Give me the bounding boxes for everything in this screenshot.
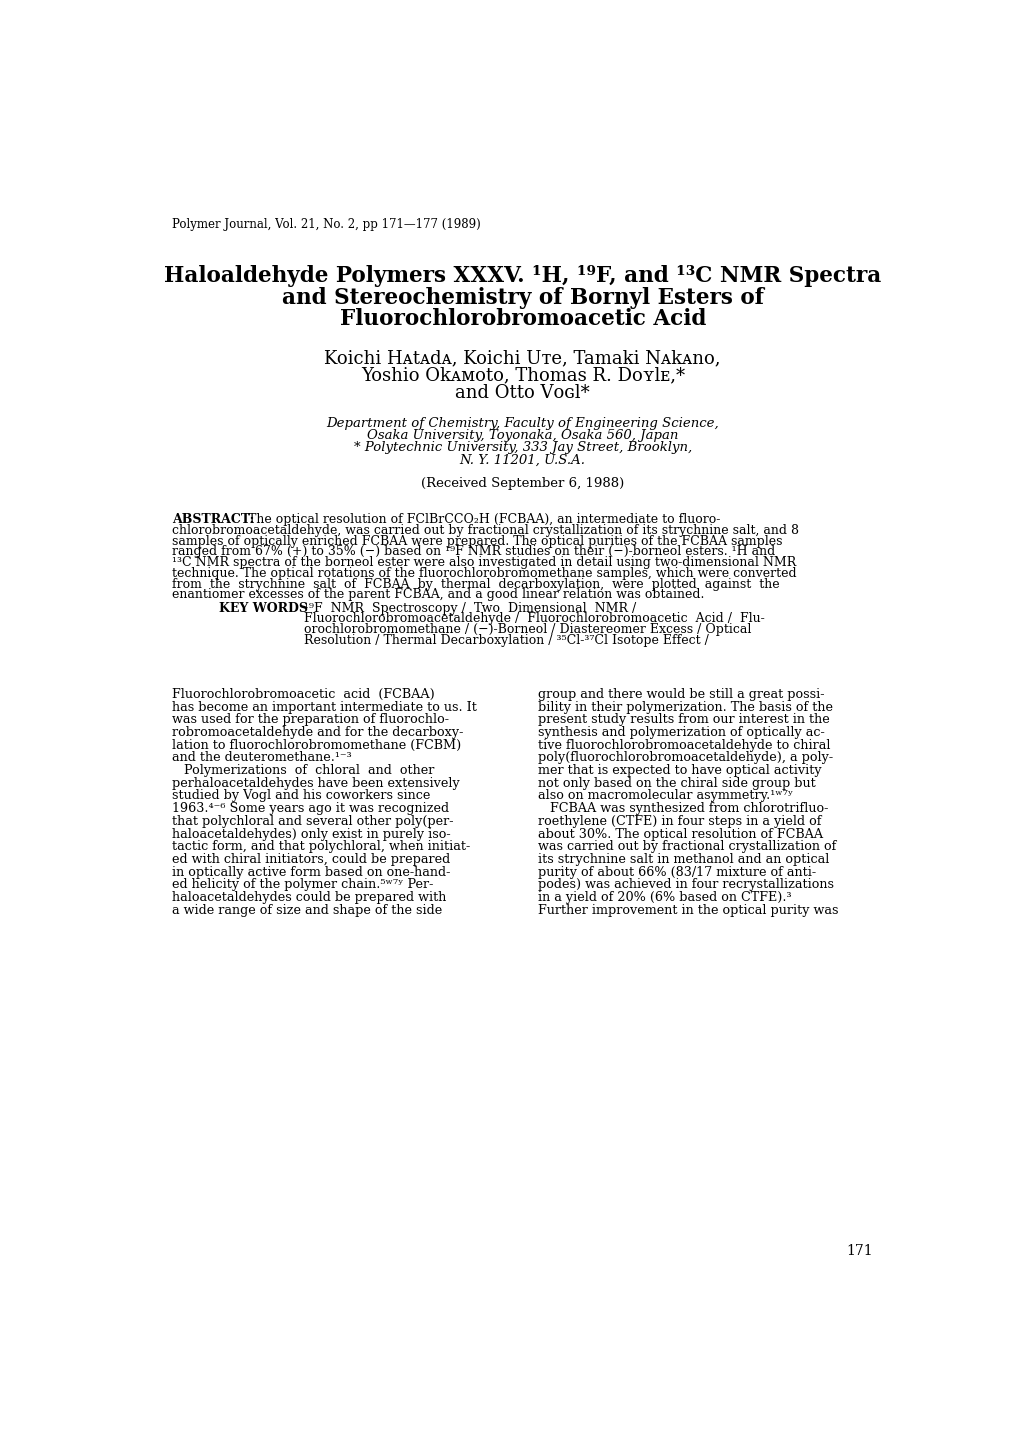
Text: technique. The optical rotations of the fluorochlorobromomethane samples, which : technique. The optical rotations of the … xyxy=(172,567,796,580)
Text: samples of optically enriched FCBAA were prepared. The optical purities of the F: samples of optically enriched FCBAA were… xyxy=(172,535,783,548)
Text: ranged from 67% (+) to 35% (−) based on ¹⁹F NMR studies on their (−)-borneol est: ranged from 67% (+) to 35% (−) based on … xyxy=(172,545,774,558)
Text: KEY WORDS: KEY WORDS xyxy=(219,602,308,614)
Text: a wide range of size and shape of the side: a wide range of size and shape of the si… xyxy=(172,904,442,917)
Text: was used for the preparation of fluorochlo-: was used for the preparation of fluoroch… xyxy=(172,714,449,727)
Text: in a yield of 20% (6% based on CTFE).³: in a yield of 20% (6% based on CTFE).³ xyxy=(538,891,791,904)
Text: tive fluorochlorobromoacetaldehyde to chiral: tive fluorochlorobromoacetaldehyde to ch… xyxy=(538,738,829,751)
Text: ¹⁹F  NMR  Spectroscopy /  Two  Dimensional  NMR /: ¹⁹F NMR Spectroscopy / Two Dimensional N… xyxy=(304,602,636,614)
Text: roethylene (CTFE) in four steps in a yield of: roethylene (CTFE) in four steps in a yie… xyxy=(538,814,821,827)
Text: robromoacetaldehyde and for the decarboxy-: robromoacetaldehyde and for the decarbox… xyxy=(172,725,464,740)
Text: ABSTRACT:: ABSTRACT: xyxy=(172,514,255,527)
Text: synthesis and polymerization of optically ac-: synthesis and polymerization of opticall… xyxy=(538,725,824,740)
Text: Fluorochlorobromoacetic Acid: Fluorochlorobromoacetic Acid xyxy=(339,308,705,330)
Text: Polymerizations  of  chloral  and  other: Polymerizations of chloral and other xyxy=(172,764,434,777)
Text: perhaloacetaldehydes have been extensively: perhaloacetaldehydes have been extensive… xyxy=(172,777,460,790)
Text: about 30%. The optical resolution of FCBAA: about 30%. The optical resolution of FCB… xyxy=(538,827,822,840)
Text: that polychloral and several other poly(per-: that polychloral and several other poly(… xyxy=(172,814,453,827)
Text: purity of about 66% (83/17 mixture of anti-: purity of about 66% (83/17 mixture of an… xyxy=(538,866,815,879)
Text: from  the  strychnine  salt  of  FCBAA  by  thermal  decarboxylation,  were  plo: from the strychnine salt of FCBAA by the… xyxy=(172,577,780,591)
Text: FCBAA was synthesized from chlorotrifluo-: FCBAA was synthesized from chlorotrifluo… xyxy=(538,802,827,814)
Text: N. Y. 11201, U.S.A.: N. Y. 11201, U.S.A. xyxy=(460,453,585,466)
Text: haloacetaldehydes) only exist in purely iso-: haloacetaldehydes) only exist in purely … xyxy=(172,827,450,840)
Text: Resolution / Thermal Decarboxylation / ³⁵Cl-³⁷Cl Isotope Effect /: Resolution / Thermal Decarboxylation / ³… xyxy=(304,635,708,648)
Text: present study results from our interest in the: present study results from our interest … xyxy=(538,714,829,727)
Text: ¹³C NMR spectra of the borneol ester were also investigated in detail using two-: ¹³C NMR spectra of the borneol ester wer… xyxy=(172,555,796,570)
Text: Further improvement in the optical purity was: Further improvement in the optical purit… xyxy=(538,904,838,917)
Text: and Stereochemistry of Bornyl Esters of: and Stereochemistry of Bornyl Esters of xyxy=(281,286,763,308)
Text: 1963.⁴⁻⁶ Some years ago it was recognized: 1963.⁴⁻⁶ Some years ago it was recognize… xyxy=(172,802,449,814)
Text: not only based on the chiral side group but: not only based on the chiral side group … xyxy=(538,777,815,790)
Text: orochlorobromomethane / (−)-Borneol / Diastereomer Excess / Optical: orochlorobromomethane / (−)-Borneol / Di… xyxy=(304,623,751,636)
Text: Osaka University, Toyonaka, Osaka 560, Japan: Osaka University, Toyonaka, Osaka 560, J… xyxy=(367,429,678,442)
Text: Haloaldehyde Polymers XXXV. ¹H, ¹⁹F, and ¹³C NMR Spectra: Haloaldehyde Polymers XXXV. ¹H, ¹⁹F, and… xyxy=(164,265,880,286)
Text: Koichi Hᴀtᴀdᴀ, Koichi Uᴛe, Tamaki Nᴀkᴀno,: Koichi Hᴀtᴀdᴀ, Koichi Uᴛe, Tamaki Nᴀkᴀno… xyxy=(324,350,720,367)
Text: enantiomer excesses of the parent FCBAA, and a good linear relation was obtained: enantiomer excesses of the parent FCBAA,… xyxy=(172,589,704,602)
Text: and Otto Vᴏɢl*: and Otto Vᴏɢl* xyxy=(454,384,590,401)
Text: tactic form, and that polychloral, when initiat-: tactic form, and that polychloral, when … xyxy=(172,840,470,853)
Text: haloacetaldehydes could be prepared with: haloacetaldehydes could be prepared with xyxy=(172,891,446,904)
Text: ed with chiral initiators, could be prepared: ed with chiral initiators, could be prep… xyxy=(172,853,450,866)
Text: podes) was achieved in four recrystallizations: podes) was achieved in four recrystalliz… xyxy=(538,878,834,891)
Text: Department of Chemistry, Faculty of Engineering Science,: Department of Chemistry, Faculty of Engi… xyxy=(326,417,718,430)
Text: has become an important intermediate to us. It: has become an important intermediate to … xyxy=(172,701,477,714)
Text: mer that is expected to have optical activity: mer that is expected to have optical act… xyxy=(538,764,821,777)
Text: Fluorochlorobromoacetaldehyde /  Fluorochlorobromoacetic  Acid /  Flu-: Fluorochlorobromoacetaldehyde / Fluoroch… xyxy=(304,613,764,626)
Text: and the deuteromethane.¹⁻³: and the deuteromethane.¹⁻³ xyxy=(172,751,352,764)
Text: chlorobromoacetaldehyde, was carried out by fractional crystallization of its st: chlorobromoacetaldehyde, was carried out… xyxy=(172,524,799,537)
Text: Fluorochlorobromoacetic  acid  (FCBAA): Fluorochlorobromoacetic acid (FCBAA) xyxy=(172,688,435,701)
Text: also on macromolecular asymmetry.¹ʷ⁷ʸ: also on macromolecular asymmetry.¹ʷ⁷ʸ xyxy=(538,790,793,803)
Text: its strychnine salt in methanol and an optical: its strychnine salt in methanol and an o… xyxy=(538,853,828,866)
Text: poly(fluorochlorobromoacetaldehyde), a poly-: poly(fluorochlorobromoacetaldehyde), a p… xyxy=(538,751,833,764)
Text: Yoshio Okᴀᴍoto, Thomas R. Dᴏʏlᴇ,*: Yoshio Okᴀᴍoto, Thomas R. Dᴏʏlᴇ,* xyxy=(361,367,684,384)
Text: Polymer Journal, Vol. 21, No. 2, pp 171—177 (1989): Polymer Journal, Vol. 21, No. 2, pp 171—… xyxy=(172,219,481,232)
Text: (Received September 6, 1988): (Received September 6, 1988) xyxy=(421,476,624,489)
Text: * Polytechnic University, 333 Jay Street, Brooklyn,: * Polytechnic University, 333 Jay Street… xyxy=(354,442,691,455)
Text: 171: 171 xyxy=(846,1243,872,1258)
Text: was carried out by fractional crystallization of: was carried out by fractional crystalliz… xyxy=(538,840,836,853)
Text: lation to fluorochlorobromomethane (FCBM): lation to fluorochlorobromomethane (FCBM… xyxy=(172,738,462,751)
Text: bility in their polymerization. The basis of the: bility in their polymerization. The basi… xyxy=(538,701,833,714)
Text: The optical resolution of FClBrCCO₂H (FCBAA), an intermediate to fluoro-: The optical resolution of FClBrCCO₂H (FC… xyxy=(248,514,719,527)
Text: group and there would be still a great possi-: group and there would be still a great p… xyxy=(538,688,824,701)
Text: studied by Vogl and his coworkers since: studied by Vogl and his coworkers since xyxy=(172,790,430,803)
Text: ed helicity of the polymer chain.⁵ʷ⁷ʸ Per-: ed helicity of the polymer chain.⁵ʷ⁷ʸ Pe… xyxy=(172,878,433,891)
Text: in optically active form based on one-hand-: in optically active form based on one-ha… xyxy=(172,866,450,879)
